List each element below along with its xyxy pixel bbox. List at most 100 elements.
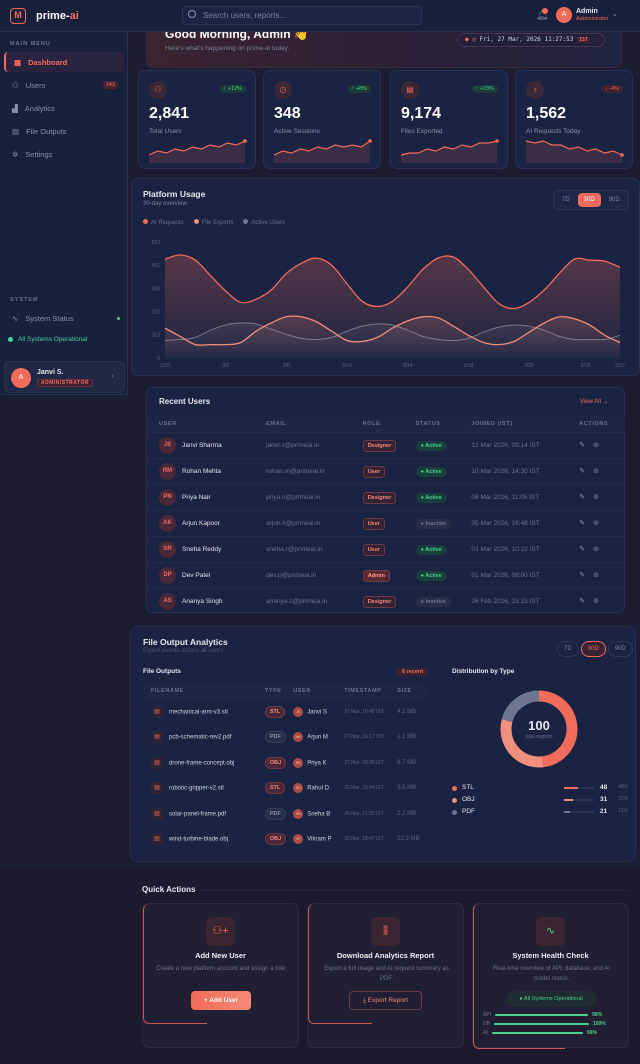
user-cell: RD Rahul D [293,776,344,802]
health-pct: 96% [586,1030,597,1036]
distribution-donut [500,690,578,768]
role-badge: User [362,465,385,478]
y-tick-label: 225 [152,310,161,316]
tab-90d[interactable]: 90D [608,197,620,203]
user-name[interactable]: Rohan Mehta [182,467,222,475]
x-tick-label: 3/6 [283,363,290,369]
chart-export-icon: ⫼ [371,917,400,946]
filename[interactable]: pcb-schematic-rev2.pdf [169,734,232,741]
divider [200,890,628,891]
profile-card[interactable]: A Janvi S. ADMINISTRATOR › [4,361,125,393]
user-cell: DP Dev Patel [147,561,267,588]
top-bar: M prime-ai Search users, reports... 🔔︎ A… [0,0,640,32]
table-row: ▤ drone-frame-concept.obj OBJ PK Priya K 2… [143,750,427,776]
recent-users-card: Recent Users View All → USER EMAIL ROLE STA… [146,387,625,614]
filename-cell: ▤ robotic-gripper-v2.stl [143,776,265,802]
tab-30d[interactable]: 30D [577,193,601,207]
legend-file-exports[interactable]: File Exports [193,219,233,226]
block-icon[interactable]: ⊘ [593,598,599,606]
user-name: Sneha B [307,811,331,818]
filename[interactable]: wind-turbine-blade.obj [169,836,229,843]
tab-30d[interactable]: 30D [580,641,606,657]
share-bar [564,799,594,801]
actions-cell: ✎ ⊘ [579,535,625,562]
x-tick-label: 3/18 [463,363,473,369]
edit-icon[interactable]: ✎ [579,494,586,501]
table-row: ▤ solar-panel-frame.pdf PDF SB Sneha B 26 … [143,801,427,827]
edit-icon[interactable]: ✎ [579,520,586,527]
legend-ai-requests[interactable]: AI Requests [143,219,184,226]
user-email: dev.p@primeai.in [266,561,363,588]
user-name[interactable]: Ananya Singh [182,597,223,605]
sidebar-item-analytics[interactable]: ▟ Analytics [4,98,124,118]
block-icon[interactable]: ⊘ [593,520,599,527]
add-user-button[interactable]: + Add User [191,991,251,1010]
view-all-link[interactable]: View All → [580,399,609,405]
edit-icon[interactable]: ✎ [579,546,586,553]
role-cell: User [362,535,416,562]
status-text: Active [425,468,442,475]
chevron-down-icon[interactable]: ⌄ [612,11,618,18]
tab-90d[interactable]: 90D [607,641,633,657]
tab-7d[interactable]: 7D [562,197,570,203]
pulse-icon: ∿ [12,313,19,323]
filename[interactable]: solar-panel-frame.pdf [169,811,227,818]
sidebar-item-settings[interactable]: ✲ Settings [4,144,124,164]
sidebar-item-dashboard[interactable]: ▦ Dashboard [4,52,124,72]
filename[interactable]: robotic-gripper-v2.stl [169,785,224,792]
card-accent [473,904,565,1049]
block-icon[interactable]: ⊘ [593,494,599,501]
user-name[interactable]: Dev Patel [182,571,211,579]
avatar: PN [159,488,176,506]
filename[interactable]: mechanical-arm-v3.stl [169,709,228,716]
logo-text[interactable]: prime-ai [36,10,79,22]
export-report-button[interactable]: ⤓ Export Report [349,991,422,1010]
share-bar-fill [564,799,574,801]
block-icon[interactable]: ⊘ [593,468,599,475]
timestamp: 26 Mar, 23:34 IST [344,785,384,792]
block-icon[interactable]: ⊘ [593,442,599,449]
bell-icon[interactable]: 🔔︎ [536,10,549,21]
status-dot [8,337,13,342]
card-desc: Export a full usage and AI request summa… [324,966,449,982]
filename[interactable]: drone-frame-concept.obj [169,760,235,767]
stat-value: 1,562 [526,105,567,122]
avatar[interactable]: A [556,7,572,23]
tab-7d[interactable]: 7D [557,641,579,657]
file-size: 1.1 MB [397,734,417,741]
edit-icon[interactable]: ✎ [579,598,586,606]
edit-icon[interactable]: ✎ [579,572,586,579]
avatar: AS [159,592,176,610]
edit-icon[interactable]: ✎ [579,468,586,475]
search-input[interactable]: Search users, reports... [182,6,422,25]
timezone-badge: IST [577,37,591,43]
user-name[interactable]: Sneha Reddy [182,545,222,553]
user-name[interactable]: Janvi Sharma [182,441,222,449]
legend-active-users[interactable]: Active Users [243,219,285,226]
user-name[interactable]: Arjun Kapoor [182,519,220,527]
user-name[interactable]: Priya Nair [182,493,211,501]
platform-usage-card: Platform Usage 30-day overview 7D 30D 90… [131,178,640,376]
block-icon[interactable]: ⊘ [593,546,599,553]
sparkline [273,139,372,163]
status-badge: ● Inactive [415,596,451,607]
sidebar-item-users[interactable]: ⚇ Users 143 [4,75,124,95]
sidebar-item-system-status[interactable]: ∿ System Status [4,308,124,328]
user-email: sneha.r@primeai.in [266,535,363,562]
stat-card: ⚇ ↑ +12% 2,841 Total Users [138,70,256,169]
status-text: Active [425,546,442,553]
status-text: Active [425,442,442,449]
column-header: ROLE [362,416,416,432]
actions-cell: ✎ ⊘ [579,457,625,484]
type-badge: STL [264,705,286,718]
status-dot: ● [519,996,524,1002]
status-badge: ● Active [415,544,447,555]
table-row: JS Janvi Sharma janvi.s@primeai.in Design… [147,431,625,458]
type-count: 31 [600,796,608,803]
block-icon[interactable]: ⊘ [593,572,599,579]
stat-label: AI Requests Today [526,128,581,135]
sidebar-item-file-outputs[interactable]: ▤ File Outputs [4,121,124,141]
role-cell: Designer [362,431,416,458]
type-count: 21 [600,808,608,815]
edit-icon[interactable]: ✎ [579,442,586,449]
